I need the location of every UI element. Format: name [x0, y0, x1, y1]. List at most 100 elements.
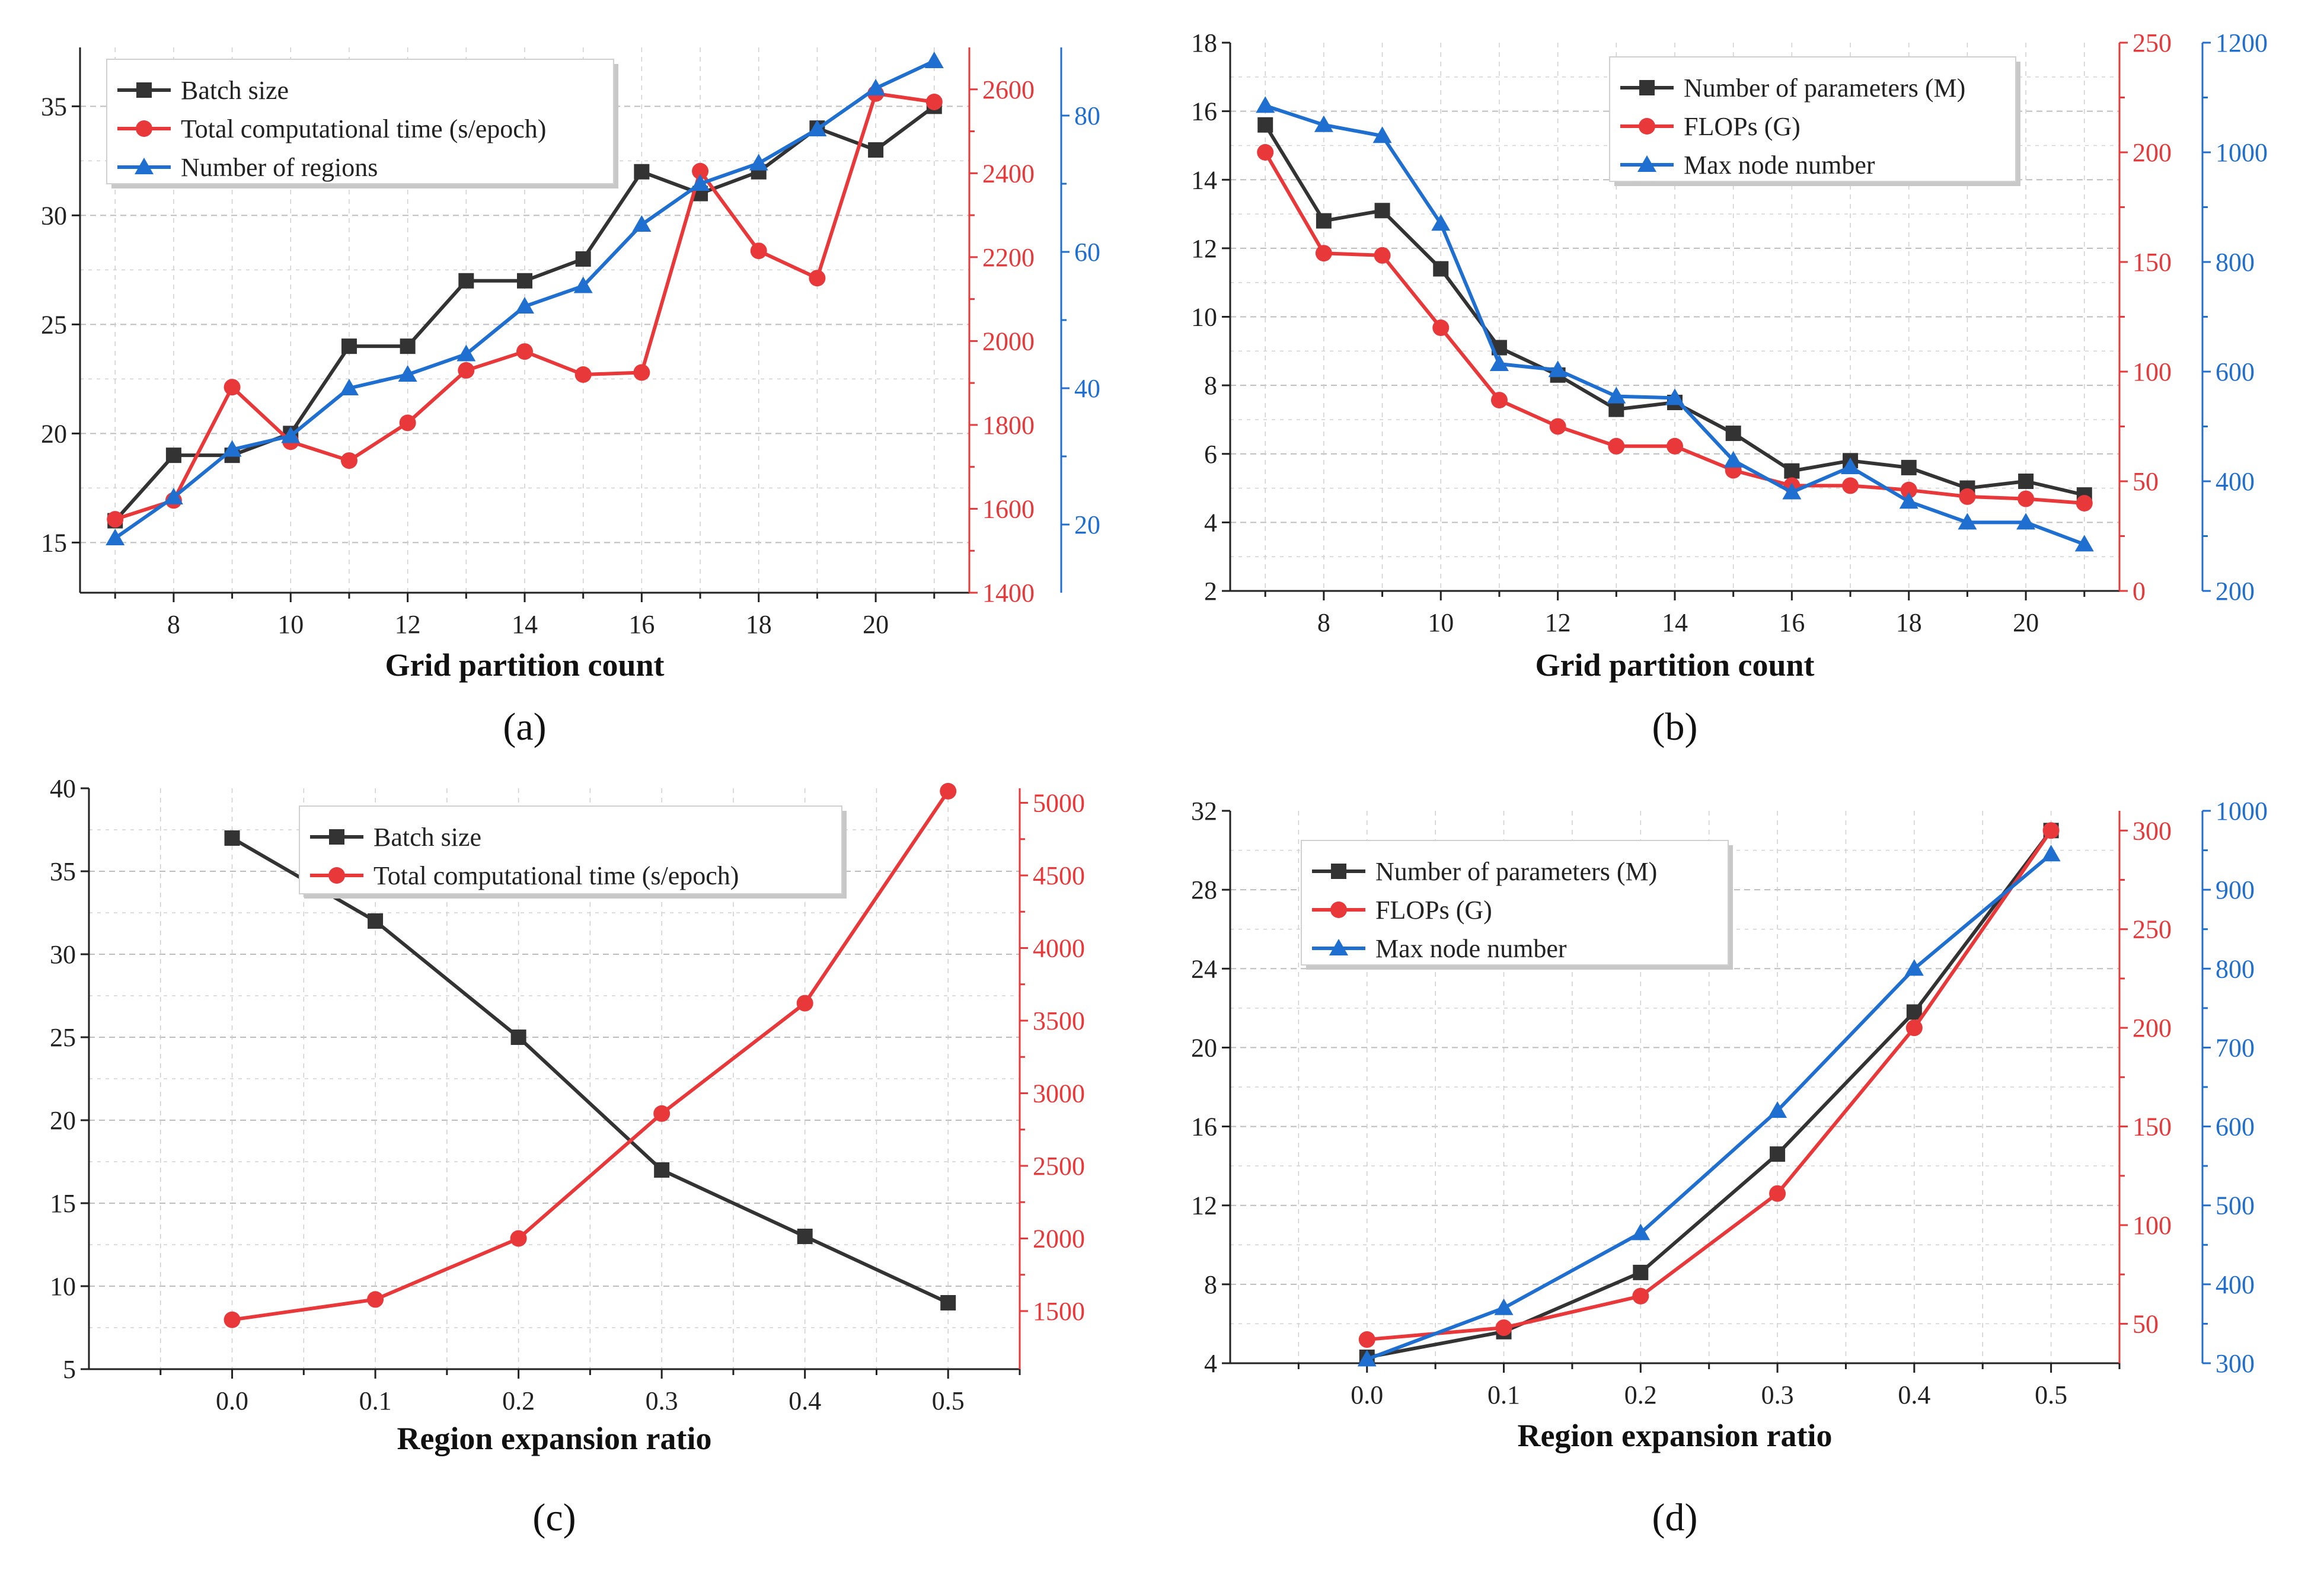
blue-right-tick-label: 700	[2216, 1033, 2255, 1062]
left-tick-label: 30	[41, 201, 67, 230]
data-point-black	[341, 338, 357, 354]
x-tick-label: 0.3	[646, 1386, 678, 1415]
data-point-blue	[515, 297, 534, 314]
left-tick-label: 15	[41, 528, 67, 557]
x-tick-label: 0.4	[1898, 1380, 1930, 1409]
data-point-blue	[1723, 450, 1743, 468]
legend-entry: Total computational time (s/epoch)	[374, 861, 739, 890]
left-tick-label: 12	[1191, 234, 1217, 263]
red-right-tick-label: 50	[2133, 1309, 2159, 1338]
x-tick-label: 0.0	[1351, 1380, 1383, 1409]
data-point-blue	[749, 154, 768, 171]
data-point-blue	[2074, 535, 2094, 552]
x-tick-label: 0.2	[1624, 1380, 1657, 1409]
x-tick-label: 20	[2013, 608, 2039, 637]
x-tick-label: 16	[1779, 608, 1805, 637]
data-point-black	[368, 913, 384, 929]
data-point-red	[2042, 822, 2060, 839]
x-tick-label: 0.1	[1487, 1380, 1520, 1409]
data-point-red	[750, 242, 767, 260]
legend-marker-red	[1639, 118, 1655, 135]
left-tick-label: 32	[1191, 797, 1217, 826]
data-point-blue	[1489, 354, 1509, 372]
data-point-black	[634, 164, 650, 180]
red-right-tick-label: 5000	[1033, 789, 1085, 818]
data-point-black	[1608, 401, 1624, 417]
left-tick-label: 35	[41, 92, 67, 121]
data-point-red	[1608, 437, 1625, 455]
x-axis-title: Grid partition count	[1535, 647, 1814, 683]
red-right-tick-label: 250	[2133, 915, 2172, 944]
x-tick-label: 8	[167, 610, 180, 639]
left-tick-label: 8	[1204, 371, 1217, 400]
data-point-black	[1906, 1004, 1922, 1020]
data-point-red	[925, 94, 943, 110]
data-point-red	[1842, 477, 1859, 494]
blue-right-tick-label: 800	[2216, 248, 2255, 277]
data-point-red	[940, 782, 957, 800]
x-tick-label: 12	[1545, 608, 1571, 637]
data-point-blue	[1841, 457, 1860, 474]
left-tick-label: 24	[1191, 954, 1217, 983]
data-point-red	[224, 379, 241, 396]
data-point-red	[1257, 144, 1274, 161]
legend-marker-black	[1331, 864, 1346, 879]
x-tick-label: 18	[1896, 608, 1922, 637]
chart-panel-c: 5 10 15 20 25 30 35 40 0.0 0.1 0.2 0.3 0.4 0.5 1500 200…	[50, 774, 1085, 1539]
left-tick-label: 25	[41, 310, 67, 339]
series-line-black	[1367, 829, 2053, 1359]
panel-label: (b)	[1652, 705, 1698, 749]
legend-entry: Max node number	[1684, 151, 1875, 180]
data-point-blue	[398, 365, 417, 382]
left-tick-label: 2	[1204, 577, 1217, 606]
legend-marker-black	[329, 829, 344, 845]
red-right-tick-label: 4500	[1033, 861, 1085, 890]
blue-right-tick-label: 20	[1074, 510, 1100, 539]
data-point-blue	[1665, 388, 1684, 405]
data-point-red	[224, 1311, 241, 1328]
data-point-blue	[1314, 115, 1333, 132]
red-right-tick-label: 250	[2133, 28, 2172, 57]
x-tick-label: 8	[1317, 608, 1330, 637]
left-tick-label: 14	[1191, 165, 1217, 194]
blue-right-tick-label: 200	[2216, 577, 2255, 606]
data-point-blue	[222, 440, 242, 457]
series-line-black	[231, 836, 949, 1305]
data-point-blue	[1899, 492, 1918, 509]
x-tick-label: 0.3	[1761, 1380, 1794, 1409]
data-point-blue	[339, 379, 359, 395]
red-right-tick-label: 200	[2133, 138, 2172, 167]
series-line-red	[232, 790, 950, 1322]
left-tick-label: 40	[50, 774, 76, 803]
data-point-black	[940, 1295, 956, 1310]
data-point-red	[2076, 495, 2093, 512]
x-tick-label: 18	[746, 610, 772, 639]
red-right-tick-label: 1400	[982, 578, 1035, 608]
left-tick-label: 28	[1191, 875, 1217, 904]
data-point-blue	[1768, 1101, 1787, 1118]
legend-box	[1609, 56, 2016, 182]
data-point-blue	[1256, 96, 1275, 113]
data-point-black	[1257, 117, 1273, 133]
left-tick-label: 4	[1204, 508, 1217, 537]
red-right-tick-label: 2600	[982, 75, 1035, 104]
data-point-red	[340, 452, 357, 469]
data-point-red	[1905, 1019, 1923, 1037]
panel-label: (a)	[503, 705, 546, 749]
red-right-tick-label: 150	[2133, 1113, 2172, 1142]
left-tick-label: 10	[50, 1272, 76, 1301]
x-tick-label: 12	[395, 610, 421, 639]
data-point-blue	[807, 120, 827, 136]
red-right-tick-label: 100	[2133, 1211, 2172, 1240]
data-point-red	[1490, 392, 1508, 409]
left-tick-label: 35	[50, 857, 76, 886]
data-point-black	[1784, 463, 1800, 479]
data-point-black	[400, 338, 416, 354]
data-point-blue	[866, 79, 886, 95]
red-right-tick-label: 150	[2133, 248, 2172, 277]
data-point-red	[574, 366, 592, 383]
data-point-black	[1433, 261, 1449, 277]
left-tick-label: 20	[50, 1106, 76, 1135]
